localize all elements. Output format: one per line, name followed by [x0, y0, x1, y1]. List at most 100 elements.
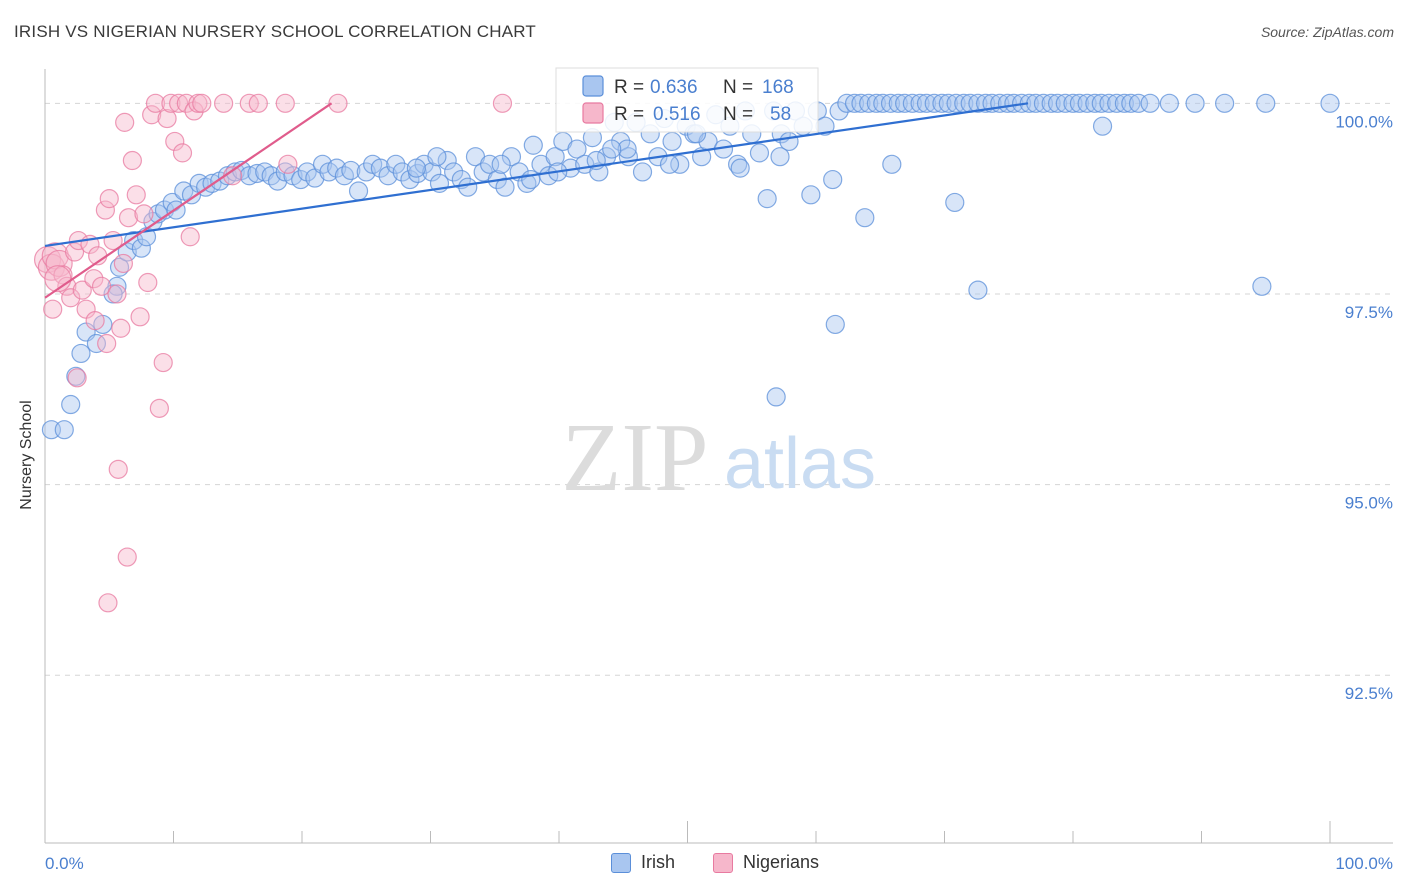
irish-point — [895, 93, 915, 113]
irish-point — [1320, 93, 1340, 113]
irish-point — [757, 189, 777, 209]
irish-point — [444, 162, 464, 182]
irish-point — [1159, 93, 1179, 113]
irish-point — [422, 162, 442, 182]
stats-r-label-nigerians: R = — [614, 104, 644, 125]
nigerian-point — [142, 105, 162, 125]
nigerian-point — [85, 311, 105, 331]
stats-r-value-irish: 0.636 — [650, 77, 698, 98]
nigerian-point — [97, 333, 117, 354]
nigerian-point — [134, 204, 154, 224]
legend-swatch-nigerians — [713, 852, 733, 873]
nigerian-point — [145, 93, 166, 113]
nigerian-point — [115, 112, 135, 132]
irish-point — [902, 93, 922, 113]
nigerian-point — [172, 143, 193, 163]
legend-item-irish[interactable]: Irish — [611, 852, 675, 873]
irish-point — [1099, 93, 1119, 113]
stats-n-value-irish: 168 — [762, 77, 794, 98]
nigerian-trend-line — [44, 102, 333, 299]
stats-n-value-nigerians: 58 — [770, 104, 791, 125]
y-tick-label: 92.5% — [1345, 684, 1393, 703]
nigerian-point — [61, 288, 81, 308]
y-tick-label: 95.0% — [1345, 494, 1393, 513]
nigerian-point — [248, 93, 268, 113]
irish-point — [880, 93, 901, 113]
irish-point — [54, 420, 74, 440]
irish-point — [855, 208, 875, 228]
irish-point — [1128, 93, 1149, 113]
nigerian-point — [126, 185, 146, 205]
irish-point — [348, 181, 369, 201]
irish-point — [968, 280, 988, 300]
x-tick-label: 100.0% — [1335, 854, 1393, 873]
irish-point — [1252, 276, 1272, 296]
irish-point — [837, 93, 857, 113]
tick-labels: 100.0% 97.5% 95.0% 92.5% 0.0% 100.0% — [45, 112, 1393, 873]
stats-swatch-nigerians — [582, 102, 604, 124]
irish-point — [480, 154, 500, 174]
nigerian-point — [328, 93, 348, 113]
irish-point — [659, 154, 680, 174]
irish-point — [66, 366, 86, 386]
irish-point — [932, 93, 952, 113]
irish-point — [341, 160, 361, 181]
nigerian-point — [180, 227, 200, 247]
watermark-zip: ZIP — [562, 404, 709, 512]
nigerian-point — [95, 200, 115, 220]
irish-point — [297, 162, 317, 182]
watermark-atlas: atlas — [724, 424, 876, 504]
nigerian-point — [492, 93, 513, 113]
irish-point — [882, 154, 902, 174]
nigerian-point — [192, 93, 212, 113]
legend-item-nigerians[interactable]: Nigerians — [713, 852, 819, 873]
irish-point — [859, 93, 879, 113]
irish-point — [501, 147, 522, 167]
nigerian-point — [117, 547, 137, 567]
nigerian-point — [275, 93, 295, 113]
irish-point — [427, 147, 447, 167]
irish-point — [945, 192, 965, 213]
irish-point — [1077, 93, 1097, 113]
irish-point — [602, 139, 622, 159]
nigerian-point — [138, 272, 158, 293]
irish-point — [378, 166, 398, 186]
irish-point — [291, 169, 311, 190]
irish-point — [1047, 93, 1068, 113]
irish-point — [406, 158, 426, 178]
nigerian-point — [41, 242, 69, 270]
irish-point — [1121, 93, 1141, 113]
irish-point — [517, 173, 537, 193]
irish-point — [1019, 93, 1039, 113]
irish-point — [61, 394, 81, 415]
nigerian-point — [149, 398, 169, 418]
watermark: ZIP atlas — [562, 404, 877, 512]
nigerian-point — [176, 93, 196, 113]
irish-point — [1069, 93, 1090, 113]
irish-point — [670, 154, 690, 174]
irish-point — [801, 185, 821, 205]
irish-point — [392, 162, 412, 182]
nigerian-point — [113, 253, 133, 274]
irish-point — [523, 135, 543, 155]
nigerian-point — [108, 459, 128, 479]
nigerian-point — [165, 131, 185, 152]
irish-point — [1114, 93, 1135, 113]
nigerian-point — [107, 284, 127, 304]
irish-point — [946, 93, 966, 113]
irish-point — [916, 93, 937, 113]
legend-label-nigerians: Nigerians — [743, 852, 820, 872]
irish-point — [829, 101, 849, 121]
nigerian-point — [278, 154, 298, 174]
irish-point — [1185, 93, 1205, 113]
nigerian-point — [214, 93, 234, 113]
irish-point — [730, 158, 750, 178]
irish-point — [1041, 93, 1061, 113]
grid-lines — [45, 102, 1393, 676]
irish-point — [1215, 93, 1235, 113]
irish-point — [86, 333, 107, 354]
irish-point — [1140, 93, 1160, 113]
irish-point — [924, 93, 944, 113]
nigerian-point — [161, 93, 181, 113]
